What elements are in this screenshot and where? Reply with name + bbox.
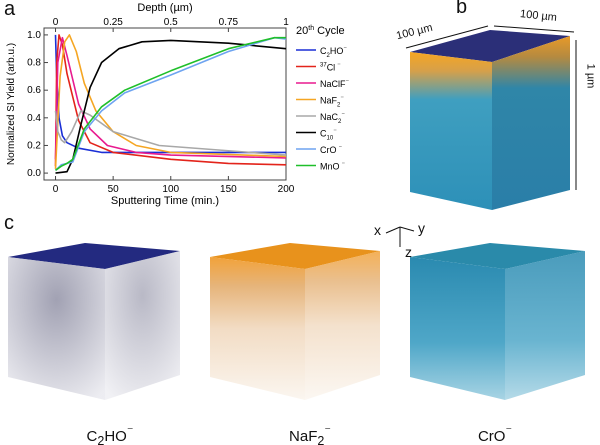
x2-tick-label: 0.75 <box>219 17 239 28</box>
series-line-C10⁻ <box>55 39 287 174</box>
y-tick-label: 0.8 <box>27 58 41 69</box>
panel-label-a: a <box>4 0 16 20</box>
legend-entry: C2HO⁻ <box>320 46 347 59</box>
panel-label-b: b <box>456 0 468 18</box>
cube-c2ho <box>8 243 180 400</box>
x-tick-label: 0 <box>53 184 59 195</box>
series-line-NaF2⁻ <box>54 34 287 169</box>
plot-frame <box>43 27 287 181</box>
y-tick-label: 1.0 <box>27 30 41 41</box>
legend-entry: MnO ⁻ <box>320 162 345 172</box>
legend-entry: CrO ⁻ <box>320 145 342 155</box>
cube-b-side <box>492 36 570 210</box>
series-line-MnO⁻ <box>55 36 286 171</box>
x2-tick-label: 1 <box>283 17 289 28</box>
legend-entry: NaClF⁻ <box>320 79 350 89</box>
y-axis-label: Normalized SI Yield (arb.u.) <box>6 43 17 165</box>
legend-title: 20th Cycle <box>296 25 345 37</box>
x2-axis-label: Depth (µm) <box>137 2 192 14</box>
legend-entry: NaF2​⁻ <box>320 96 344 109</box>
cube-label-naf2: NaF2⁻ <box>289 424 331 445</box>
legend-entry: C10​⁻ <box>320 129 337 142</box>
axes-glyph <box>385 226 415 247</box>
legend-entry: 37Cl ⁻ <box>320 63 341 73</box>
dim-arrow-x <box>405 25 489 49</box>
cube-b-front <box>410 52 492 210</box>
cube-cro <box>410 243 585 400</box>
cubes-c <box>8 243 585 400</box>
y-tick-label: 0.6 <box>27 85 41 96</box>
panel-label-c: c <box>4 212 14 234</box>
x2-tick-label: 0.5 <box>164 17 178 28</box>
cube-b-overlay <box>405 25 577 210</box>
cube-b-top <box>410 30 570 62</box>
x-axis-label: Sputtering Time (min.) <box>111 195 219 207</box>
x2-tick-label: 0 <box>53 17 59 28</box>
x-tick-label: 150 <box>220 184 237 195</box>
legend-entry: NaC2​⁻ <box>320 112 345 125</box>
dim-arrow-y <box>493 25 575 33</box>
cube-naf2 <box>210 243 380 400</box>
depth-profile-chart: 0 50 100 150 200 0 0.25 0.5 0.75 1 0.0 0.2 0.4 0.6 0.8… <box>6 2 350 207</box>
axis-z-label: z <box>405 244 412 260</box>
series-line-C2HO⁻ <box>54 34 286 154</box>
axis-y-label: y <box>418 220 425 236</box>
axis-x-label: x <box>374 222 381 238</box>
series-line-37Cl⁻ <box>54 34 287 167</box>
cube-label-c2ho: C2HO⁻ <box>86 424 134 445</box>
x2-tick-label: 0.25 <box>103 17 123 28</box>
series-line-NaC2⁻ <box>54 110 287 156</box>
y-tick-label: 0.2 <box>27 140 41 151</box>
cube-label-cro: CrO⁻ <box>477 424 513 445</box>
series-line-NaClF⁻ <box>54 36 287 160</box>
x-tick-label: 50 <box>108 184 120 195</box>
x-tick-label: 200 <box>278 184 295 195</box>
dim-z-label: 1 µm <box>584 63 597 89</box>
y-tick-label: 0.0 <box>27 168 41 179</box>
x-tick-label: 100 <box>162 184 179 195</box>
y-tick-label: 0.4 <box>27 113 41 124</box>
